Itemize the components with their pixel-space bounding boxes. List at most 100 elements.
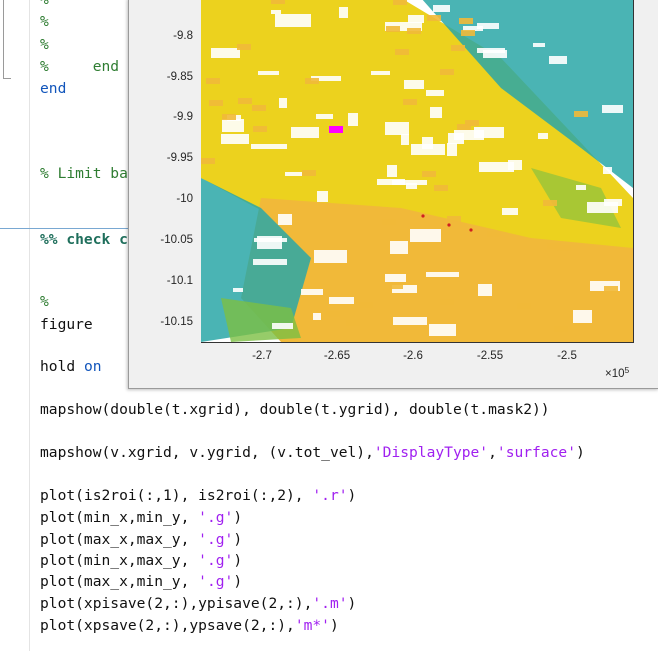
mask-patch [576,185,586,190]
mask-patch [253,259,287,265]
mask-patch [410,229,441,242]
fold-guide [3,0,4,78]
mask-patch [422,137,433,149]
mask-patch [573,310,592,323]
mask-patch [393,317,427,325]
code-line[interactable]: plot(min_x,max_y, '.g') [40,551,242,571]
mask-patch [385,274,406,282]
code-line[interactable]: plot(xpsave(2,:),ypsave(2,:),'m*') [40,616,339,636]
mask-patch [463,26,483,31]
gold-patch [237,44,251,50]
code-line[interactable]: % end [40,57,119,77]
x-tick-label: -2.55 [476,350,504,362]
mask-patch [390,241,408,254]
mask-patch [603,167,612,174]
gold-patch [201,158,215,164]
red-point [421,214,425,218]
code-token: plot(min_x,max_y, [40,552,199,569]
gold-patch [393,0,407,5]
mask-patch [426,272,459,277]
gold-patch [543,200,557,206]
code-line[interactable]: %% check c [40,230,128,250]
mask-patch [314,250,347,263]
y-tick-label: -10.1 [166,275,193,287]
mask-patch [549,56,567,64]
code-token: ) [233,531,243,548]
code-token: ) [329,617,339,634]
mask-patch [587,202,618,213]
mask-patch [385,122,409,135]
figure-window[interactable]: -9.8 -9.85 -9.9 -9.95 -10 -10.05 -10.1 -10.15 -… [128,0,658,389]
gold-patch [440,299,454,305]
mask-patch [426,90,444,96]
code-line[interactable]: plot(xpisave(2,:),ypisave(2,:),'.m') [40,594,356,614]
code-line[interactable]: figure [40,315,93,335]
code-line[interactable]: % [40,292,49,312]
mask-patch [329,297,354,304]
gold-patch [407,28,421,34]
x-exponent-power: 5 [624,365,630,375]
mask-patch [477,23,499,29]
plot-axes[interactable] [201,0,634,343]
gold-patch [346,320,360,326]
gold-patch [238,98,252,104]
gold-patch [604,286,618,292]
gold-region [241,198,633,342]
code-line[interactable]: % Limit ba [40,164,128,184]
code-line[interactable]: % [40,35,49,55]
mask-patch [406,183,417,189]
gold-patch [457,124,471,130]
gold-patch [574,111,588,117]
code-line[interactable]: hold on [40,357,102,377]
code-line[interactable]: % [40,0,49,10]
teal-region [422,0,633,188]
mask-patch [411,144,445,155]
y-tick-label: -10 [176,193,193,205]
code-token: '.m' [312,595,348,612]
mask-patch [502,208,518,215]
fold-end-marker [3,78,11,79]
code-token: '.g' [198,573,234,590]
mask-patch [275,14,311,27]
mask-patch [401,134,409,145]
code-line[interactable]: plot(max_x,max_y, '.g') [40,530,242,550]
mask-patch [602,105,623,113]
y-tick-label: -10.05 [160,234,193,246]
x-tick-label: -2.7 [252,350,272,362]
gold-patch [389,283,403,289]
gold-patch [206,78,220,84]
code-line[interactable]: mapshow(double(t.xgrid), double(t.ygrid)… [40,400,550,420]
code-token: plot(xpisave(2,:),ypisave(2,:), [40,595,313,612]
code-line[interactable]: mapshow(v.xgrid, v.ygrid, (v.tot_vel),'D… [40,443,585,463]
mask-patch [377,179,405,185]
mask-patch [211,48,240,58]
y-tick-label: -9.9 [173,111,193,123]
mask-patch [222,119,244,132]
mask-patch [433,5,450,12]
gold-patch [252,105,266,111]
code-line[interactable]: end [40,79,66,99]
code-line[interactable]: plot(is2roi(:,1), is2roi(:,2), '.r') [40,486,356,506]
gold-patch [302,170,316,176]
mask-patch [279,98,287,108]
code-line[interactable]: % [40,12,49,32]
code-line[interactable]: plot(max_x,min_y, '.g') [40,572,242,592]
mask-patch [392,285,417,293]
x-axis-exponent: ×105 [605,365,630,380]
mask-patch [317,191,328,202]
mask-patch [348,113,358,126]
mask-patch [429,324,456,336]
code-token: on [83,358,102,375]
x-tick-label: -2.65 [323,350,351,362]
code-token: ) [347,487,357,504]
code-line[interactable]: plot(min_x,min_y, '.g') [40,508,242,528]
gold-patch [222,114,236,120]
code-token: ) [233,509,243,526]
x-tick-label: -2.5 [557,350,577,362]
code-token: plot(is2roi(:,1), is2roi(:,2), [40,487,313,504]
gold-patch [547,243,561,249]
red-point [469,228,473,232]
code-token: % [40,293,49,310]
code-token: ) [575,444,585,461]
